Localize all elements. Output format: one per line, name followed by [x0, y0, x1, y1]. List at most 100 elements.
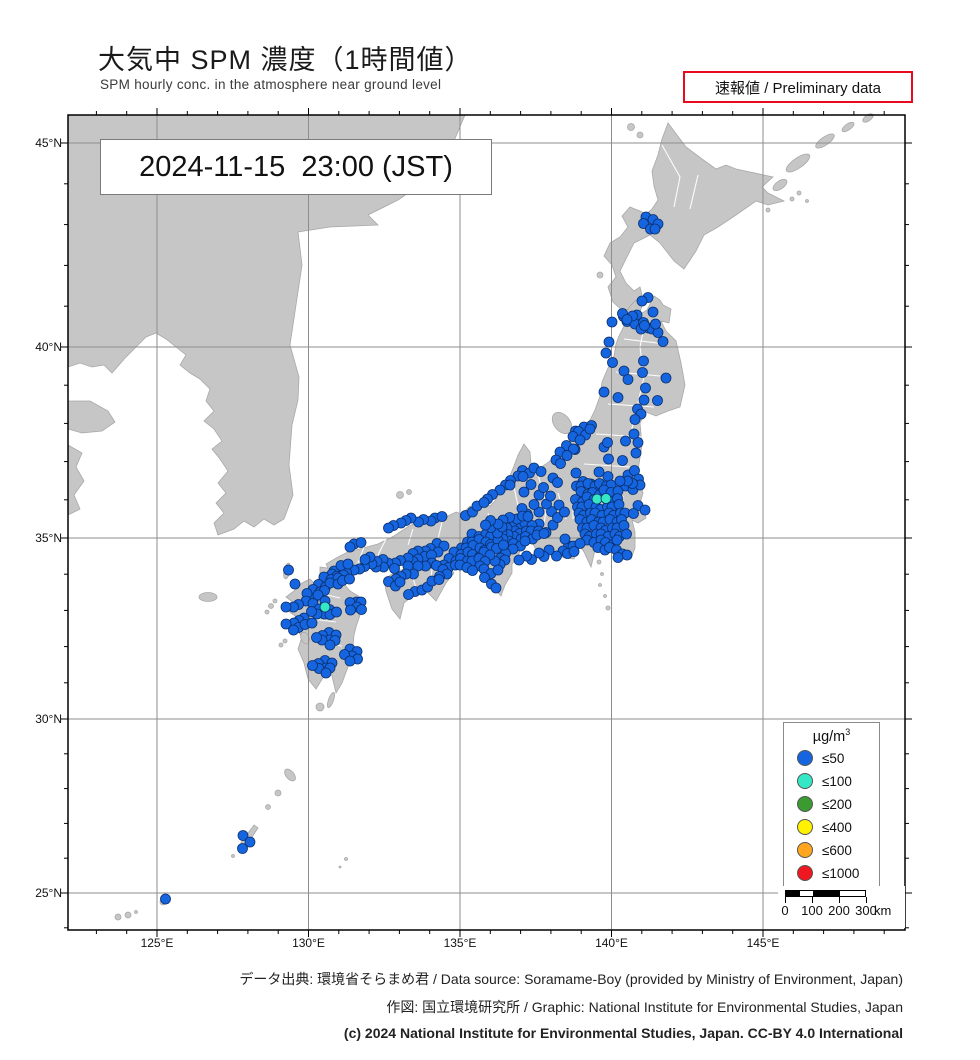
station-dots	[160, 211, 672, 905]
station-dot	[513, 554, 525, 566]
station-dot	[355, 537, 367, 548]
station-dot	[552, 512, 563, 523]
lat-label: 40°N	[35, 340, 62, 354]
scale-seg	[813, 891, 840, 896]
lon-label: 130°E	[292, 936, 325, 950]
station-dot	[628, 508, 639, 519]
graphic-credit: 作図: 国立環境研究所 / Graphic: National Institut…	[386, 999, 903, 1015]
legend-label: ≤200	[822, 796, 852, 812]
station-dot	[568, 443, 579, 455]
scale-unit: km	[874, 903, 892, 918]
scale-tick	[785, 897, 786, 903]
station-dot	[288, 624, 299, 636]
station-dot	[289, 578, 301, 590]
station-dot	[533, 547, 545, 559]
station-dot	[660, 372, 672, 384]
station-dot	[600, 493, 612, 504]
station-dot	[638, 355, 649, 367]
legend-label: ≤50	[822, 750, 845, 766]
station-dot	[621, 549, 633, 561]
legend: µg/m3 ≤50 ≤100 ≤200 ≤400 ≤600 ≤1000	[783, 722, 880, 892]
station-dot	[545, 490, 556, 502]
station-dot	[533, 506, 545, 518]
station-dot	[504, 479, 516, 491]
station-dot	[650, 318, 661, 330]
station-dot	[522, 511, 534, 522]
scale-number: 200	[828, 903, 850, 918]
station-dot	[535, 466, 547, 477]
scale-seg	[840, 891, 865, 896]
legend-color-dot	[797, 865, 813, 882]
lon-label: 125°E	[140, 936, 174, 950]
jeju-island	[198, 592, 218, 602]
station-dot	[480, 519, 491, 531]
station-dot	[622, 374, 634, 385]
legend-label: ≤1000	[822, 865, 860, 881]
station-dot	[638, 394, 650, 406]
map-canvas	[61, 108, 912, 937]
station-dot	[638, 218, 649, 229]
station-dot	[574, 538, 586, 549]
station-dot	[568, 546, 580, 557]
legend-row: ≤1000	[784, 862, 879, 885]
station-dot	[344, 573, 355, 585]
station-dot	[319, 601, 331, 613]
legend-label: ≤600	[822, 842, 852, 858]
station-dot	[412, 560, 424, 572]
station-dot	[584, 423, 596, 435]
lat-label: 25°N	[35, 886, 62, 900]
map-frame	[67, 114, 906, 931]
station-dot	[621, 528, 632, 540]
station-dot	[637, 367, 648, 378]
station-dot	[528, 499, 540, 510]
station-dot	[311, 632, 322, 643]
station-dot	[324, 639, 336, 651]
station-dot	[383, 522, 394, 534]
station-dot	[652, 395, 663, 406]
station-dot	[436, 511, 448, 522]
rebun-island	[636, 131, 644, 139]
station-dot	[598, 386, 610, 398]
station-dot	[312, 589, 324, 601]
station-dot	[555, 458, 566, 469]
station-dot	[433, 574, 445, 585]
goto-islands	[264, 598, 288, 648]
station-dot	[283, 564, 294, 576]
frame-ticks	[61, 108, 912, 937]
station-dot	[591, 493, 603, 505]
station-dot	[600, 347, 612, 359]
scale-bar-segments	[785, 890, 866, 897]
station-dot	[620, 435, 631, 447]
lat-label: 35°N	[35, 531, 62, 545]
station-dot	[639, 320, 650, 331]
legend-color-dot	[797, 819, 813, 836]
page-title: 大気中 SPM 濃度（1時間値）	[98, 45, 473, 75]
legend-color-dot	[797, 750, 813, 767]
station-dot	[621, 314, 633, 325]
station-dot	[517, 471, 529, 482]
legend-row: ≤200	[784, 793, 879, 816]
timestamp-box: 2024-11-15 23:00 (JST)	[100, 139, 492, 195]
station-dot	[647, 306, 659, 318]
station-dot	[593, 466, 605, 478]
legend-color-dot	[797, 796, 813, 813]
station-dot	[553, 499, 565, 511]
station-dot	[640, 382, 651, 394]
station-dot	[630, 447, 642, 459]
japan-map	[58, 105, 915, 940]
lon-label: 135°E	[443, 936, 477, 950]
legend-label: ≤400	[822, 819, 852, 835]
station-dot	[518, 486, 530, 498]
station-dot	[614, 475, 626, 487]
station-dot	[280, 601, 292, 613]
legend-label: ≤100	[822, 773, 852, 789]
station-dot	[331, 606, 342, 618]
station-dot	[160, 893, 171, 905]
oki-island-2	[406, 489, 412, 495]
station-dot	[306, 606, 317, 617]
station-dot	[636, 295, 648, 307]
station-dot	[479, 572, 490, 583]
station-dot	[607, 357, 618, 368]
station-dot	[307, 660, 318, 671]
station-dot	[603, 453, 614, 465]
